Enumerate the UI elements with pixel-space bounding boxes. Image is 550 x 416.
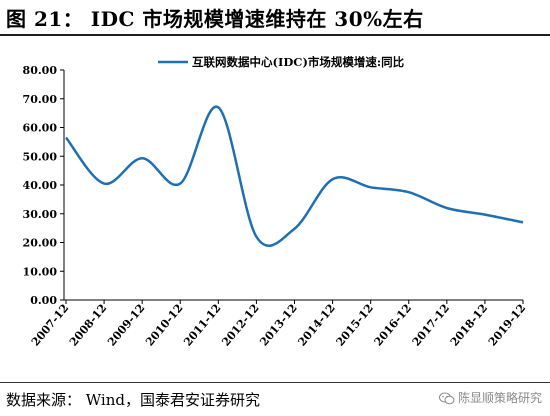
chart-legend: 互联网数据中心(IDC)市场规模增速:同比: [158, 55, 405, 69]
y-tick-label: 60.00: [23, 122, 58, 135]
x-axis-ticks: 2007-122008-122009-122010-122011-122012-…: [29, 300, 528, 349]
series-line: [65, 105, 524, 247]
y-tick-label: 40.00: [23, 179, 58, 192]
y-tick-label: 30.00: [23, 208, 58, 221]
x-tick-label: 2011-12: [181, 302, 223, 349]
y-tick-label: 70.00: [23, 93, 58, 106]
y-tick-label: 20.00: [23, 237, 58, 250]
x-tick-label: 2010-12: [143, 302, 185, 349]
x-tick-label: 2018-12: [448, 302, 490, 349]
x-tick-label: 2015-12: [334, 302, 376, 349]
x-tick-label: 2013-12: [257, 302, 299, 349]
y-tick-label: 10.00: [23, 265, 58, 278]
x-tick-label: 2016-12: [372, 302, 414, 349]
x-tick-label: 2012-12: [219, 302, 261, 349]
watermark-text: 陈显顺策略研究: [457, 391, 542, 405]
y-tick-label: 80.00: [23, 64, 58, 77]
x-tick-label: 2014-12: [295, 302, 337, 349]
title-divider: [0, 34, 550, 36]
x-tick-label: 2008-12: [67, 302, 109, 349]
wechat-icon: [438, 392, 455, 405]
line-chart: 0.00 10.00 20.00 30.00 40.00 50.00 60.00 70.00 8…: [23, 55, 529, 349]
y-axis-ticks: 0.00 10.00 20.00 30.00 40.00 50.00 60.00 70.00 8…: [23, 64, 64, 307]
series-lines: [65, 105, 524, 247]
source-note: 数据来源： Wind，国泰君安证券研究: [6, 391, 260, 409]
y-tick-label: 0.00: [30, 294, 57, 307]
x-tick-label: 2007-12: [29, 302, 71, 349]
x-tick-label: 2019-12: [486, 302, 528, 349]
x-tick-label: 2017-12: [410, 302, 452, 349]
legend-label: 互联网数据中心(IDC)市场规模增速:同比: [192, 55, 405, 69]
watermark: 陈显顺策略研究: [438, 389, 542, 406]
source-divider: [0, 382, 550, 383]
chart-axes: [63, 70, 523, 301]
y-tick-label: 50.00: [23, 150, 58, 163]
figure-title: 图 21： IDC 市场规模增速维持在 30%左右: [6, 7, 424, 31]
x-tick-label: 2009-12: [105, 302, 147, 349]
